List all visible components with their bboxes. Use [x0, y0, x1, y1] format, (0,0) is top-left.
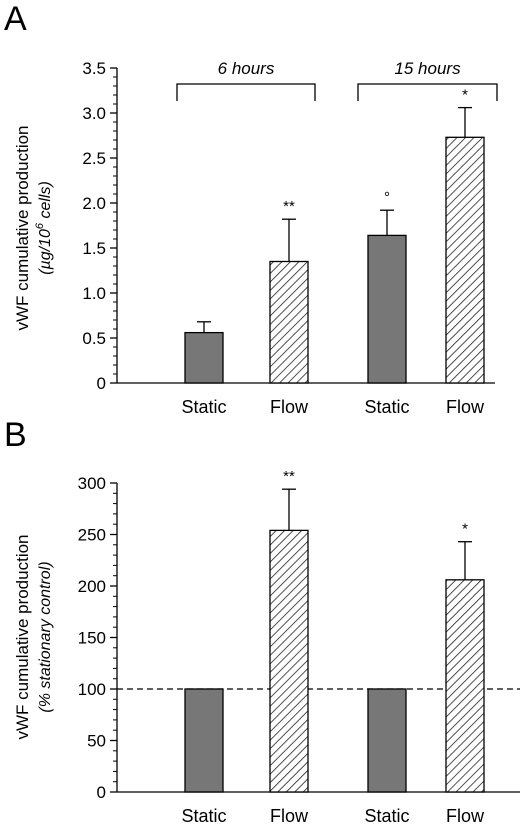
group-label: 6 hours: [218, 59, 275, 78]
significance-label: *: [462, 87, 468, 104]
bar: [184, 688, 224, 793]
y-tick-label: 300: [78, 474, 106, 493]
x-tick-label: Flow: [446, 397, 485, 417]
significance-label: °: [384, 189, 390, 206]
y-tick-label: 0: [97, 374, 106, 393]
bar: [184, 331, 224, 384]
bar: [367, 234, 407, 384]
significance-label: **: [283, 468, 295, 485]
panel-a-y-axis-label: vWF cumulative production: [13, 125, 32, 330]
panel-a: A vWF cumulative production (µg/106 cell…: [4, 0, 498, 417]
group-label: 15 hours: [394, 59, 461, 78]
significance-label: **: [283, 198, 295, 215]
y-tick-label: 3.5: [82, 59, 106, 78]
panel-b: B vWF cumulative production (% stationar…: [4, 416, 520, 826]
x-tick-label: Flow: [270, 397, 309, 417]
y-tick-label: 1.0: [82, 284, 106, 303]
group-bracket: [176, 83, 316, 101]
y-tick-label: 2.5: [82, 149, 106, 168]
panel-b-y-axis-unit: (% stationary control): [37, 561, 54, 712]
y-tick-label: 150: [78, 629, 106, 648]
bar: [269, 529, 309, 793]
x-tick-label: Static: [364, 397, 409, 417]
x-tick-label: Flow: [270, 806, 309, 826]
bar: [269, 260, 309, 384]
panel-b-y-axis-label: vWF cumulative production: [13, 534, 32, 739]
x-tick-label: Static: [181, 806, 226, 826]
x-tick-label: Flow: [446, 806, 485, 826]
y-tick-label: 3.0: [82, 104, 106, 123]
significance-label: *: [462, 521, 468, 538]
bar: [445, 579, 485, 793]
x-tick-label: Static: [364, 806, 409, 826]
y-tick-label: 1.5: [82, 239, 106, 258]
bar: [445, 136, 485, 384]
panel-a-bars: Static ** Flow ° Static * Flow: [181, 87, 485, 417]
y-tick-label: 2.0: [82, 194, 106, 213]
y-tick-label: 100: [78, 680, 106, 699]
y-tick-label: 50: [87, 732, 106, 751]
y-tick-label: 0: [97, 783, 106, 802]
panel-b-bars: Static ** Flow Static * Flow: [181, 468, 485, 826]
group-bracket: [357, 83, 498, 101]
y-tick-label: 250: [78, 526, 106, 545]
y-tick-label: 200: [78, 577, 106, 596]
panel-a-axes: 0 0.5 1.0 1.5 2.0 2.5 3.0 3.5: [82, 59, 495, 393]
bar: [367, 688, 407, 793]
panel-b-label: B: [4, 416, 27, 454]
y-tick-label: 0.5: [82, 329, 106, 348]
panel-a-group-brackets: 6 hours 15 hours: [176, 59, 498, 101]
panel-a-label: A: [4, 0, 27, 38]
panel-a-y-axis-unit: (µg/106 cells): [34, 181, 54, 275]
x-tick-label: Static: [181, 397, 226, 417]
